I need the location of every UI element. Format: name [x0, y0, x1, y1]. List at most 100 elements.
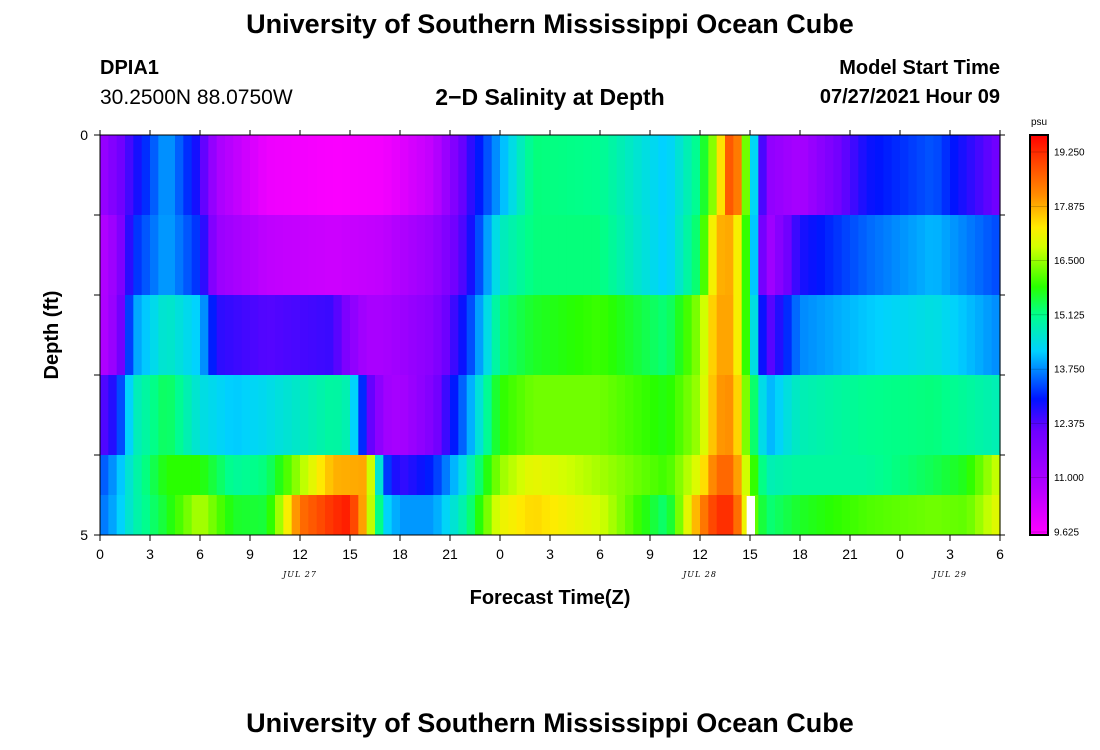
- heatmap-cell: [141, 135, 151, 215]
- heatmap-cell: [233, 455, 243, 495]
- heatmap-cell: [383, 455, 393, 495]
- heatmap-cell: [983, 455, 993, 495]
- heatmap-cell: [400, 495, 409, 535]
- heatmap-cell: [600, 135, 609, 215]
- heatmap-cell: [450, 295, 459, 375]
- heatmap-cell: [483, 295, 493, 375]
- heatmap-cell: [358, 495, 368, 535]
- heatmap-cell: [516, 455, 526, 495]
- heatmap-cell: [350, 455, 359, 495]
- heatmap-cell: [841, 135, 851, 215]
- heatmap-cell: [991, 295, 1001, 375]
- heatmap-cell: [266, 135, 276, 215]
- heatmap-cell: [758, 375, 768, 455]
- heatmap-cell: [191, 455, 201, 495]
- heatmap-cell: [525, 375, 534, 455]
- heatmap-cell: [108, 455, 118, 495]
- heatmap-cell: [408, 495, 418, 535]
- heatmap-cell: [666, 295, 676, 375]
- heatmap-cell: [841, 295, 851, 375]
- heatmap-cell: [608, 135, 618, 215]
- heatmap-cell: [466, 455, 476, 495]
- heatmap-cell: [775, 455, 784, 495]
- heatmap-cell: [258, 215, 268, 295]
- heatmap-cell: [741, 295, 751, 375]
- heatmap-cell: [825, 375, 834, 455]
- heatmap-cell: [558, 455, 568, 495]
- heatmap-cell: [983, 135, 993, 215]
- heatmap-cell: [575, 295, 584, 375]
- heatmap-cell: [208, 215, 218, 295]
- x-tick-label: 3: [946, 546, 954, 562]
- heatmap-cell: [508, 295, 518, 375]
- heatmap-cell: [891, 375, 901, 455]
- heatmap-cell: [266, 295, 276, 375]
- heatmap-cell: [641, 295, 651, 375]
- heatmap-cell: [675, 455, 684, 495]
- heatmap-cell: [266, 455, 276, 495]
- heatmap-cell: [900, 375, 909, 455]
- heatmap-cell: [350, 495, 359, 535]
- heatmap-cell: [316, 135, 326, 215]
- heatmap-cell: [658, 215, 668, 295]
- heatmap-cell: [300, 455, 309, 495]
- heatmap-cell: [391, 135, 401, 215]
- heatmap-cell: [108, 495, 118, 535]
- heatmap-cell: [325, 295, 334, 375]
- heatmap-cell: [300, 135, 309, 215]
- heatmap-cell: [950, 375, 959, 455]
- heatmap-cell: [891, 495, 901, 535]
- heatmap-cell: [233, 135, 243, 215]
- heatmap-cell: [216, 295, 226, 375]
- heatmap-cell: [158, 375, 168, 455]
- y-axis-title: Depth (ft): [41, 291, 63, 380]
- heatmap-cell: [108, 135, 118, 215]
- heatmap-cell: [875, 375, 884, 455]
- heatmap-cell: [475, 455, 484, 495]
- heatmap-cell: [108, 215, 118, 295]
- heatmap-cell: [483, 375, 493, 455]
- heatmap-cell: [533, 495, 543, 535]
- heatmap-cell: [708, 295, 718, 375]
- heatmap-cell: [875, 495, 884, 535]
- heatmap-cell: [683, 375, 693, 455]
- heatmap-cell: [558, 295, 568, 375]
- heatmap-cell: [983, 295, 993, 375]
- heatmap-cell: [766, 455, 776, 495]
- heatmap-cell: [341, 215, 351, 295]
- heatmap-cell: [508, 215, 518, 295]
- heatmap-cell: [708, 495, 718, 535]
- heatmap-cell: [558, 495, 568, 535]
- heatmap-cell: [858, 375, 868, 455]
- heatmap-cell: [933, 295, 943, 375]
- heatmap-cell: [700, 375, 709, 455]
- heatmap-cell: [725, 455, 734, 495]
- heatmap-cell: [316, 455, 326, 495]
- heatmap-cell: [391, 375, 401, 455]
- heatmap-cell: [550, 375, 559, 455]
- heatmap-cell: [450, 375, 459, 455]
- heatmap-cell: [141, 495, 151, 535]
- heatmap-cell: [766, 135, 776, 215]
- heatmap-cell: [325, 495, 334, 535]
- heatmap-cell: [925, 135, 934, 215]
- heatmap-cell: [591, 135, 601, 215]
- heatmap-cell: [841, 495, 851, 535]
- heatmap-cell: [566, 215, 576, 295]
- heatmap-cell: [600, 495, 609, 535]
- heatmap-cell: [750, 135, 759, 215]
- heatmap-cell: [125, 375, 134, 455]
- heatmap-cell: [491, 135, 501, 215]
- heatmap-cell: [516, 495, 526, 535]
- heatmap-cell: [391, 215, 401, 295]
- heatmap-cell: [258, 455, 268, 495]
- heatmap-cell: [275, 295, 284, 375]
- heatmap-cell: [375, 495, 384, 535]
- model-start-time-value: 07/27/2021 Hour 09: [819, 86, 1000, 108]
- heatmap-cell: [291, 495, 301, 535]
- heatmap-cell: [433, 135, 443, 215]
- heatmap-cell: [433, 495, 443, 535]
- heatmap-cell: [925, 495, 934, 535]
- heatmap-cell: [400, 215, 409, 295]
- heatmap-cell: [133, 455, 143, 495]
